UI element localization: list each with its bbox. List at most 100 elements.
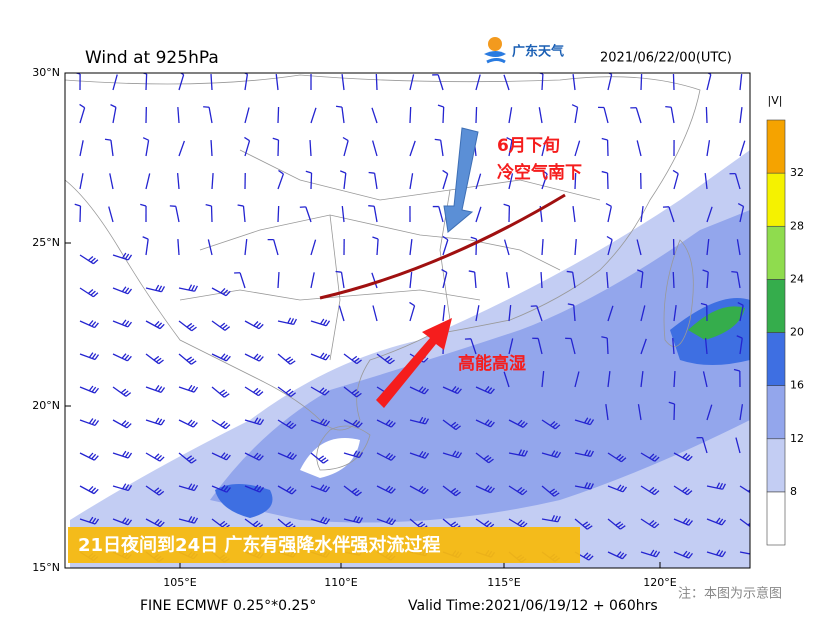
- barb-flag: [390, 422, 396, 428]
- wind-barb: [475, 419, 495, 428]
- wind-barb: [637, 269, 644, 289]
- barb-shaft: [310, 107, 317, 124]
- wind-barb: [601, 336, 609, 355]
- barb-shaft: [570, 338, 576, 355]
- barb-flag: [91, 321, 97, 327]
- barb-flag: [286, 451, 292, 458]
- barb-flag: [503, 203, 510, 207]
- wind-barb: [442, 386, 462, 395]
- barb-shaft: [603, 107, 609, 124]
- barb-shaft: [244, 107, 250, 124]
- wind-barb: [299, 206, 312, 223]
- barb-shaft: [503, 239, 510, 256]
- barb-flag: [290, 318, 295, 325]
- barb-shaft: [636, 239, 642, 256]
- barb-flag: [255, 389, 261, 395]
- barb-flag: [455, 491, 461, 497]
- barb-flag: [92, 259, 99, 265]
- wind-barb: [145, 452, 165, 462]
- barb-flag: [258, 391, 264, 397]
- barb-flag: [468, 270, 475, 273]
- wind-barb: [79, 352, 100, 361]
- wind-barb: [541, 419, 561, 430]
- colorbar-label: 20: [790, 326, 804, 339]
- wind-barb: [607, 518, 626, 530]
- barb-flag: [385, 485, 391, 491]
- barb-flag: [154, 453, 160, 459]
- barb-flag: [390, 488, 396, 494]
- barb-flag: [518, 449, 523, 456]
- barb-flag: [252, 387, 259, 393]
- wind-barb: [606, 271, 609, 289]
- wind-barb: [673, 305, 677, 322]
- barb-flag: [287, 358, 294, 363]
- barb-flag: [319, 516, 325, 523]
- barb-flag: [318, 455, 325, 460]
- barb-flag: [422, 417, 427, 424]
- banner: [68, 527, 580, 563]
- barb-flag: [418, 486, 424, 492]
- barb-flag: [91, 453, 97, 460]
- barb-flag: [127, 485, 133, 491]
- barb-flag: [651, 521, 657, 527]
- wind-barb: [244, 239, 248, 256]
- wind-barb: [310, 107, 317, 124]
- barb-shaft: [310, 272, 315, 289]
- barb-shaft: [440, 140, 444, 157]
- barb-flag: [225, 454, 231, 461]
- barb-flag: [188, 358, 195, 363]
- barb-flag: [665, 106, 672, 108]
- barb-shaft: [704, 338, 708, 355]
- barb-shaft: [373, 173, 378, 190]
- barb-flag: [385, 517, 391, 523]
- barb-flag: [322, 319, 328, 326]
- barb-flag: [254, 417, 259, 424]
- barb-flag: [736, 335, 743, 339]
- wind-barb: [112, 386, 132, 397]
- colorbar-segment: [766, 385, 786, 440]
- barb-flag: [319, 387, 325, 393]
- wind-barb: [178, 284, 198, 292]
- wind-barb: [340, 170, 347, 190]
- barb-flag: [194, 285, 198, 292]
- barb-flag: [718, 518, 724, 525]
- barb-flag: [352, 419, 358, 425]
- barb-flag: [384, 355, 391, 361]
- wind-barb: [372, 305, 378, 322]
- barb-flag: [127, 288, 133, 295]
- barb-flag: [322, 459, 329, 464]
- wind-barb: [277, 169, 284, 190]
- barb-shaft: [704, 173, 708, 190]
- colorbar-label: 12: [790, 432, 804, 445]
- wind-barb: [673, 485, 693, 496]
- barb-flag: [457, 388, 462, 394]
- colorbar-segment: [766, 491, 786, 546]
- barb-flag: [94, 354, 100, 360]
- barb-shaft: [739, 518, 750, 528]
- barb-flag: [585, 553, 591, 560]
- barb-flag: [290, 392, 297, 397]
- barb-shaft: [672, 337, 675, 355]
- barb-flag: [286, 420, 292, 426]
- barb-shaft: [541, 371, 545, 388]
- barb-shaft: [673, 370, 676, 388]
- wind-barb: [574, 140, 581, 157]
- barb-flag: [221, 522, 228, 528]
- wind-barb: [574, 449, 595, 457]
- wind-barb: [178, 516, 199, 524]
- barb-flag: [223, 453, 229, 459]
- barb-flag: [519, 488, 525, 494]
- wind-barb: [541, 140, 547, 157]
- barb-flag: [123, 390, 129, 396]
- barb-shaft: [338, 305, 345, 322]
- barb-flag: [385, 419, 391, 425]
- barb-flag: [291, 424, 297, 430]
- front-line: [319, 193, 566, 300]
- wind-barb: [112, 450, 133, 459]
- barb-flag: [203, 106, 210, 108]
- barb-shaft: [541, 173, 548, 190]
- barb-flag: [567, 303, 574, 306]
- barb-flag: [88, 516, 94, 523]
- barb-flag: [553, 492, 560, 497]
- wind-barb: [541, 169, 548, 190]
